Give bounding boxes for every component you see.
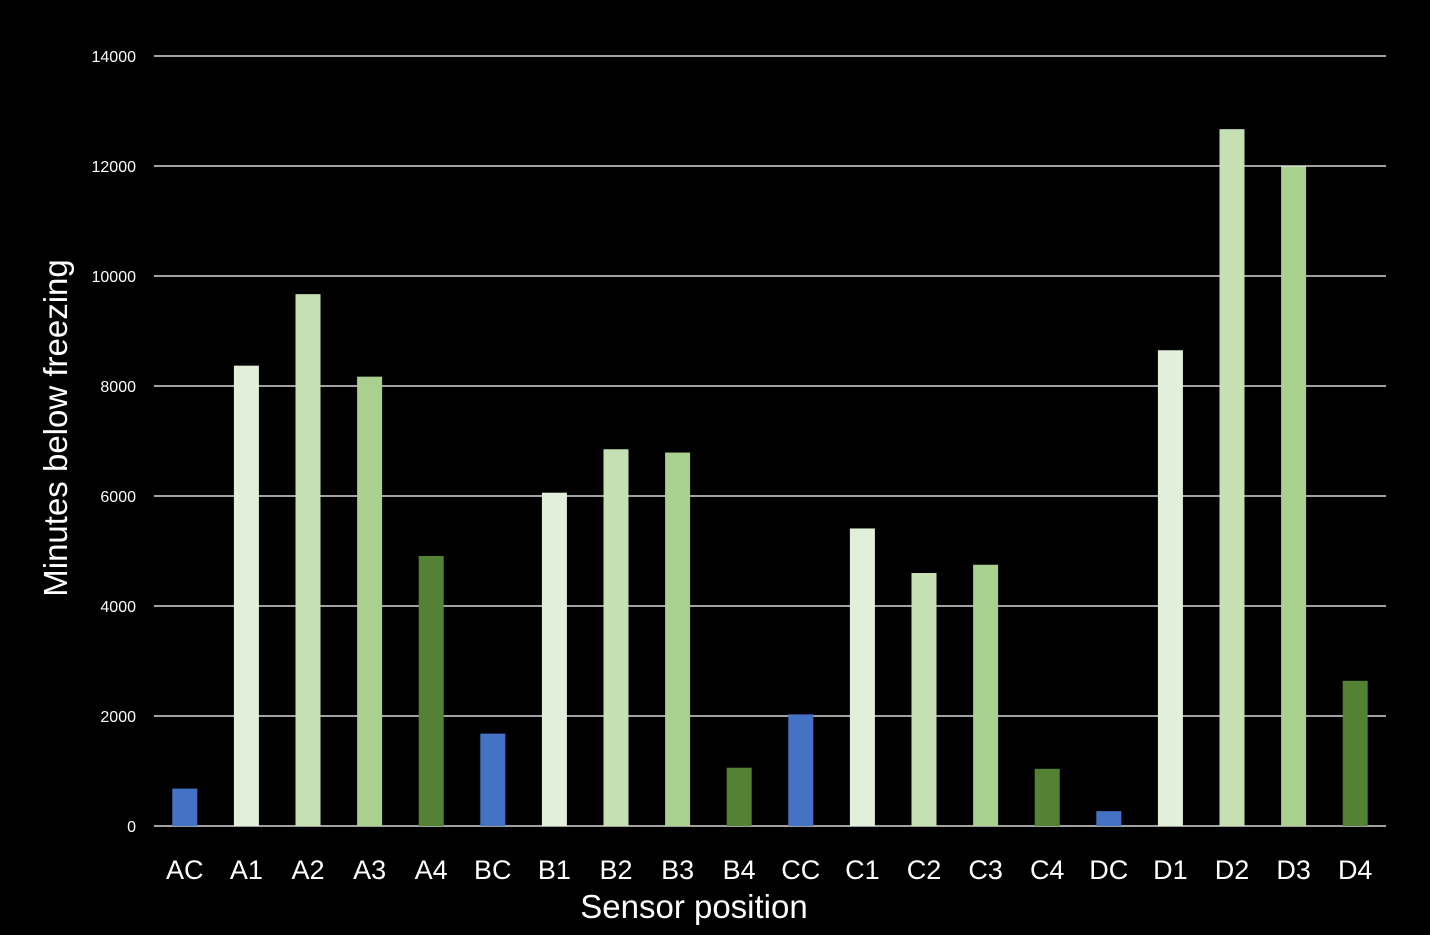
x-tick-label: DC — [1089, 855, 1128, 885]
x-tick-label: D1 — [1153, 855, 1188, 885]
x-tick-label: CC — [781, 855, 820, 885]
x-tick-label: A3 — [353, 855, 386, 885]
bar-a1 — [233, 365, 259, 826]
x-tick-label: A4 — [415, 855, 448, 885]
gridlines — [154, 55, 1386, 827]
y-axis-title: Minutes below freezing — [37, 259, 74, 597]
y-tick-label: 14000 — [92, 49, 137, 66]
x-tick-label: B2 — [599, 855, 632, 885]
y-tick-label: 6000 — [100, 489, 136, 506]
y-axis-ticks: 0 2000 4000 6000 8000 10000 12000 14000 — [92, 49, 137, 836]
bar-a2 — [295, 294, 321, 826]
x-tick-label: C1 — [845, 855, 880, 885]
x-tick-label: D4 — [1338, 855, 1373, 885]
bar-c1 — [849, 528, 875, 826]
bar-d2 — [1219, 129, 1245, 826]
y-tick-label: 0 — [127, 819, 136, 836]
bar-cc — [788, 714, 814, 826]
x-tick-label: C2 — [907, 855, 942, 885]
y-tick-label: 10000 — [92, 269, 137, 286]
x-tick-label: B3 — [661, 855, 694, 885]
x-tick-label: A2 — [291, 855, 324, 885]
x-tick-label: A1 — [230, 855, 263, 885]
x-tick-label: C4 — [1030, 855, 1065, 885]
x-axis-ticks: AC A1 A2 A3 A4 BC B1 B2 B3 B4 CC C1 C2 C3 C4 DC D1 D2 D3 D4 — [166, 855, 1372, 885]
bar-bc — [480, 733, 506, 826]
bar-d4 — [1342, 680, 1368, 826]
y-tick-label: 8000 — [100, 379, 136, 396]
x-tick-label: D3 — [1276, 855, 1311, 885]
bar-a4 — [418, 555, 444, 826]
x-axis-title: Sensor position — [580, 888, 807, 925]
bar-c2 — [911, 573, 937, 826]
bar-a3 — [357, 376, 383, 826]
bar-dc — [1096, 811, 1122, 826]
x-tick-label: B1 — [538, 855, 571, 885]
x-tick-label: B4 — [723, 855, 756, 885]
y-tick-label: 4000 — [100, 599, 136, 616]
x-tick-label: BC — [474, 855, 512, 885]
bar-d3 — [1281, 166, 1307, 827]
bar-d1 — [1157, 350, 1183, 826]
bars — [172, 129, 1368, 827]
x-tick-label: AC — [166, 855, 204, 885]
bar-c3 — [973, 564, 999, 826]
x-tick-label: C3 — [968, 855, 1003, 885]
bar-b2 — [603, 449, 629, 826]
bar-b4 — [726, 767, 752, 826]
bar-ac — [172, 788, 198, 826]
y-tick-label: 12000 — [92, 159, 137, 176]
x-tick-label: D2 — [1215, 855, 1250, 885]
bar-b3 — [665, 452, 691, 826]
y-tick-label: 2000 — [100, 709, 136, 726]
bar-c4 — [1034, 768, 1060, 826]
bar-b1 — [541, 492, 567, 826]
